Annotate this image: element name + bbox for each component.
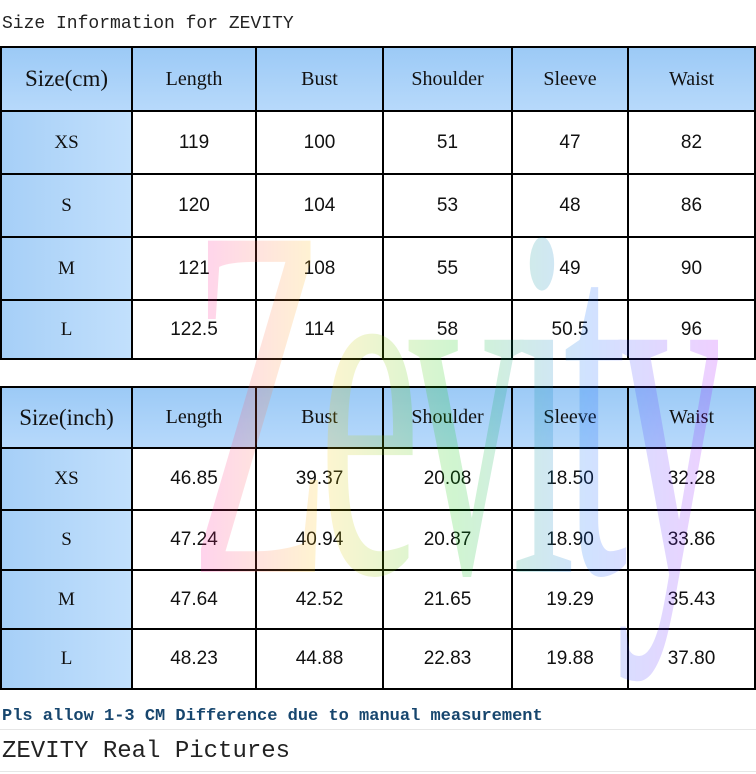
size-table-cm: Size(cm) Length Bust Shoulder Sleeve Waist XS 1…	[0, 46, 756, 360]
measurement-cell: 40.94	[255, 509, 384, 571]
measurement-cell: 20.08	[382, 447, 513, 511]
measurement-cell: 35.43	[627, 569, 756, 630]
measurement-cell: 104	[255, 173, 384, 238]
measurement-cell: 49	[511, 236, 629, 301]
column-header: Sleeve	[511, 386, 629, 449]
measurement-cell: 47.24	[131, 509, 257, 571]
measurement-cell: 19.88	[511, 628, 629, 690]
measurement-cell: 46.85	[131, 447, 257, 511]
page-title: Size Information for ZEVITY	[2, 14, 294, 34]
measurement-cell: 42.52	[255, 569, 384, 630]
measurement-cell: 122.5	[131, 299, 257, 360]
measurement-cell: 96	[627, 299, 756, 360]
size-label: L	[0, 628, 133, 690]
measurement-cell: 100	[255, 110, 384, 175]
size-label: M	[0, 569, 133, 630]
measurement-cell: 39.37	[255, 447, 384, 511]
column-header: Sleeve	[511, 46, 629, 112]
measurement-cell: 50.5	[511, 299, 629, 360]
measurement-cell: 21.65	[382, 569, 513, 630]
measurement-cell: 18.50	[511, 447, 629, 511]
measurement-cell: 119	[131, 110, 257, 175]
measurement-cell: 37.80	[627, 628, 756, 690]
column-header: Waist	[627, 46, 756, 112]
table-row: S 120 104 53 48 86	[0, 173, 756, 238]
size-label: S	[0, 173, 133, 238]
measurement-cell: 51	[382, 110, 513, 175]
measurement-cell: 53	[382, 173, 513, 238]
size-label: M	[0, 236, 133, 301]
size-label: XS	[0, 447, 133, 511]
measurement-cell: 82	[627, 110, 756, 175]
column-header: Bust	[255, 386, 384, 449]
header-row: Size(inch) Length Bust Shoulder Sleeve Waist	[0, 386, 756, 449]
table-row: S 47.24 40.94 20.87 18.90 33.86	[0, 509, 756, 571]
measurement-cell: 18.90	[511, 509, 629, 571]
column-header: Shoulder	[382, 386, 513, 449]
measurement-cell: 44.88	[255, 628, 384, 690]
note: Pls allow 1-3 CM Difference due to manua…	[2, 707, 543, 726]
divider	[0, 729, 756, 730]
measurement-cell: 47	[511, 110, 629, 175]
size-label: S	[0, 509, 133, 571]
measurement-cell: 108	[255, 236, 384, 301]
measurement-cell: 32.28	[627, 447, 756, 511]
size-label: L	[0, 299, 133, 360]
measurement-cell: 86	[627, 173, 756, 238]
measurement-cell: 121	[131, 236, 257, 301]
measurement-cell: 20.87	[382, 509, 513, 571]
column-header: Length	[131, 386, 257, 449]
measurement-cell: 47.64	[131, 569, 257, 630]
table-row: L 122.5 114 58 50.5 96	[0, 299, 756, 360]
column-header: Shoulder	[382, 46, 513, 112]
header-row: Size(cm) Length Bust Shoulder Sleeve Waist	[0, 46, 756, 112]
column-header: Bust	[255, 46, 384, 112]
column-header: Waist	[627, 386, 756, 449]
measurement-cell: 58	[382, 299, 513, 360]
table-row: XS 46.85 39.37 20.08 18.50 32.28	[0, 447, 756, 511]
measurement-cell: 55	[382, 236, 513, 301]
measurement-cell: 19.29	[511, 569, 629, 630]
size-label: XS	[0, 110, 133, 175]
table-row: M 47.64 42.52 21.65 19.29 35.43	[0, 569, 756, 630]
measurement-cell: 48.23	[131, 628, 257, 690]
measurement-cell: 48	[511, 173, 629, 238]
column-header: Size(cm)	[0, 46, 133, 112]
table-row: XS 119 100 51 47 82	[0, 110, 756, 175]
table-row: L 48.23 44.88 22.83 19.88 37.80	[0, 628, 756, 690]
measurement-cell: 90	[627, 236, 756, 301]
column-header: Length	[131, 46, 257, 112]
size-table-inch: Size(inch) Length Bust Shoulder Sleeve Waist X…	[0, 386, 756, 690]
column-header: Size(inch)	[0, 386, 133, 449]
measurement-cell: 120	[131, 173, 257, 238]
measurement-cell: 33.86	[627, 509, 756, 571]
table-row: M 121 108 55 49 90	[0, 236, 756, 301]
divider	[0, 771, 756, 772]
measurement-cell: 22.83	[382, 628, 513, 690]
measurement-cell: 114	[255, 299, 384, 360]
footer-title: ZEVITY Real Pictures	[2, 738, 291, 765]
